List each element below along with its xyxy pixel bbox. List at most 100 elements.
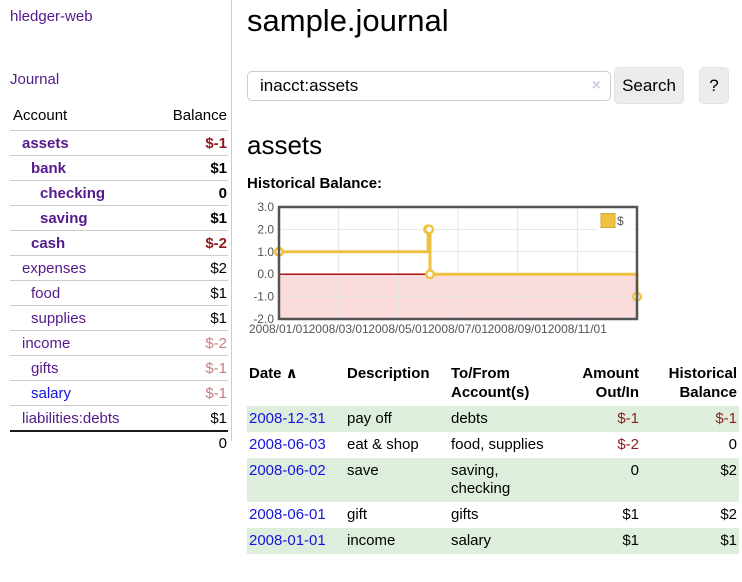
account-link[interactable]: assets	[22, 135, 69, 152]
register-amount: $1	[622, 532, 639, 549]
account-link[interactable]: saving	[40, 210, 88, 227]
register-balance: $2	[720, 462, 737, 479]
historical-balance-chart: 3.0 2.0 1.0 0.0 -1.0 -2.0 2008/01/01 2008/03/01…	[247, 200, 741, 345]
register-description: save	[347, 462, 379, 479]
account-row: gifts $-1	[10, 355, 228, 381]
register-balance: 0	[728, 436, 737, 453]
register-accounts: gifts	[451, 506, 479, 523]
accounts-table: Account Balance assets $-1 bank $1 checking 0…	[10, 105, 228, 455]
account-balance: $-2	[152, 230, 228, 256]
register-date-link[interactable]: 2008-06-01	[249, 506, 326, 523]
x-tick-label: 2008/05/01	[368, 322, 428, 336]
sort-ascending-icon: ∧	[281, 365, 298, 382]
x-tick-label: 2008/01/01	[249, 322, 309, 336]
account-balance: $1	[152, 305, 228, 331]
sidebar-nav: Journal	[10, 71, 227, 88]
chart-label: Historical Balance:	[247, 175, 383, 192]
app-window: hledger-web Journal Account Balance asse…	[0, 0, 741, 554]
account-row: food $1	[10, 280, 228, 306]
register-column-header: To/From Account(s)	[449, 362, 561, 406]
register-accounts: salary	[451, 532, 492, 549]
search-form: × Search ?	[247, 67, 741, 104]
account-balance: $1	[152, 205, 228, 231]
sidebar: hledger-web Journal Account Balance asse…	[0, 0, 232, 455]
account-row: income $-2	[10, 330, 228, 356]
account-link[interactable]: checking	[40, 185, 106, 202]
account-balance: $1	[152, 155, 228, 181]
y-tick-label: -2.0	[253, 312, 274, 326]
legend-label: $	[617, 214, 624, 228]
accounts-header-balance: Balance	[172, 107, 227, 124]
accounts-total-row: 0	[10, 430, 228, 455]
register-amount: $-1	[617, 410, 639, 427]
account-row: checking 0	[10, 180, 228, 206]
brand: hledger-web	[10, 8, 227, 25]
account-link[interactable]: liabilities:debts	[22, 410, 120, 427]
nav-journal-link[interactable]: Journal	[10, 71, 60, 88]
account-link[interactable]: income	[22, 335, 71, 352]
register-amount: $-2	[617, 436, 639, 453]
y-tick-label: 0.0	[257, 267, 274, 281]
register-date-link[interactable]: 2008-12-31	[249, 410, 326, 427]
help-button[interactable]: ?	[699, 67, 729, 104]
account-balance: 0	[152, 180, 228, 206]
account-row: saving $1	[10, 205, 228, 231]
register-column-header: Historical Balance	[641, 362, 739, 406]
account-link[interactable]: expenses	[22, 260, 87, 277]
account-row: salary $-1	[10, 380, 228, 406]
app-title-link[interactable]: hledger-web	[10, 8, 93, 25]
register-description: eat & shop	[347, 436, 419, 453]
account-row: cash $-2	[10, 230, 228, 256]
account-link[interactable]: food	[31, 285, 61, 302]
register-date-link[interactable]: 2008-06-02	[249, 462, 326, 479]
legend-swatch	[600, 213, 616, 228]
register-column-label: Historical Balance	[668, 365, 737, 401]
register-row: 2008-06-02 save saving, checking 0 $2	[247, 458, 739, 502]
account-link[interactable]: cash	[31, 235, 66, 252]
register-date-link[interactable]: 2008-06-03	[249, 436, 326, 453]
account-balance: $1	[152, 280, 228, 306]
register-header-row: Date ∧ Description To/From Account(s) Amoun…	[247, 362, 739, 406]
register-balance: $2	[720, 506, 737, 523]
account-row: assets $-1	[10, 130, 228, 156]
data-point-marker	[424, 224, 435, 235]
account-balance: $1	[152, 405, 228, 431]
account-row: liabilities:debts $1	[10, 405, 228, 431]
accounts-header-row: Account Balance	[10, 105, 228, 131]
register-row: 2008-12-31 pay off debts $-1 $-1	[247, 406, 739, 432]
search-button[interactable]: Search	[614, 67, 684, 104]
x-tick-label: 2008/07/01	[428, 322, 488, 336]
register-accounts: debts	[451, 410, 488, 427]
account-link[interactable]: bank	[31, 160, 67, 177]
register-column-label: Amount Out/In	[582, 365, 639, 401]
account-balance: $-2	[152, 330, 228, 356]
register-row: 2008-06-01 gift gifts $1 $2	[247, 502, 739, 528]
register-balance: $1	[720, 532, 737, 549]
account-link[interactable]: gifts	[31, 360, 59, 377]
register-amount: 0	[630, 462, 639, 479]
register-date-link[interactable]: 2008-01-01	[249, 532, 326, 549]
plot-border	[277, 205, 639, 321]
account-balance: $-1	[152, 355, 228, 381]
search-box: ×	[247, 70, 611, 101]
page-title: sample.journal	[247, 3, 449, 38]
register-table: Date ∧ Description To/From Account(s) Amoun…	[247, 362, 739, 554]
register-description: gift	[347, 506, 368, 523]
clear-search-icon[interactable]: ×	[591, 76, 601, 94]
account-link[interactable]: supplies	[31, 310, 87, 327]
x-tick-label: 2008/09/01	[488, 322, 548, 336]
account-link[interactable]: salary	[31, 385, 72, 402]
register-column-header: Description	[345, 362, 449, 406]
main-content: sample.journal × Search ? assets Histori…	[232, 0, 741, 554]
search-input[interactable]	[247, 70, 611, 101]
register-accounts: saving, checking	[451, 462, 511, 497]
register-row: 2008-06-03 eat & shop food, supplies $-2 0	[247, 432, 739, 458]
register-column-header[interactable]: Date ∧	[247, 362, 345, 406]
y-tick-label: 3.0	[257, 200, 274, 214]
account-row: expenses $2	[10, 255, 228, 281]
register-description: income	[347, 532, 396, 549]
accounts-header-account: Account	[13, 107, 68, 124]
accounts-total-spacer	[10, 430, 153, 455]
y-tick-label: 2.0	[257, 222, 274, 236]
y-tick-label: 1.0	[257, 245, 274, 259]
